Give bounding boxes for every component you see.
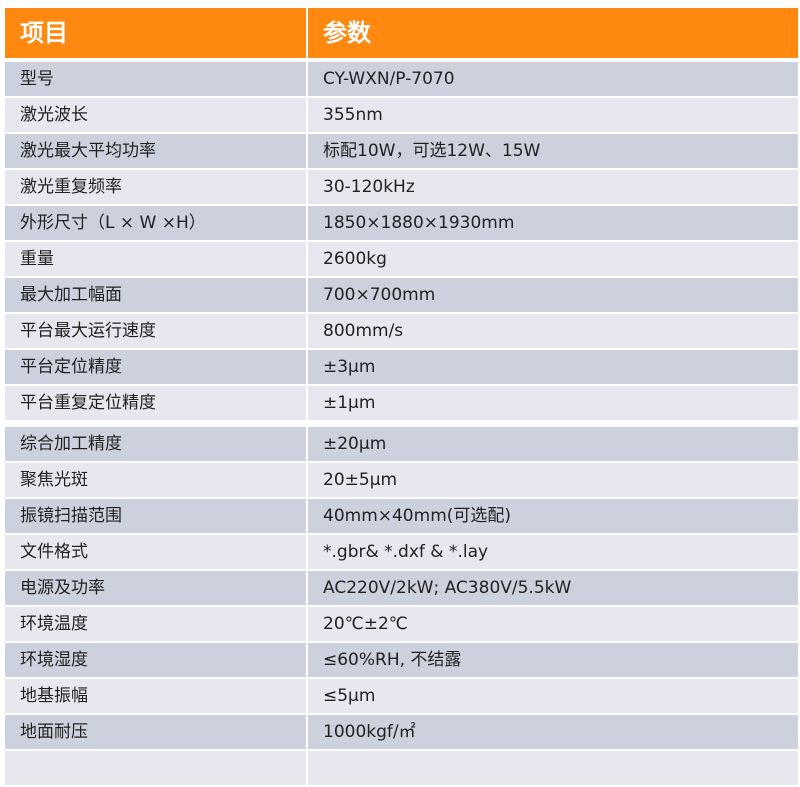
row-value: 800mm/s [308, 314, 798, 348]
row-value: 355nm [308, 98, 798, 132]
row-label: 文件格式 [5, 535, 306, 569]
row-value: 1000kgf/㎡ [308, 715, 798, 749]
row-label: 电源及功率 [5, 571, 306, 605]
table-row: 平台定位精度 ±3μm [5, 350, 798, 384]
table-row [5, 751, 798, 785]
table-row: 激光波长 355nm [5, 98, 798, 132]
row-label: 激光最大平均功率 [5, 134, 306, 168]
table-row: 综合加工精度 ±20μm [5, 427, 798, 461]
row-label: 环境湿度 [5, 643, 306, 677]
row-label [5, 751, 306, 785]
row-label: 型号 [5, 62, 306, 96]
row-value: 40mm×40mm(可选配) [308, 499, 798, 533]
row-value: 700×700mm [308, 278, 798, 312]
row-value: 2600kg [308, 242, 798, 276]
row-label: 地基振幅 [5, 679, 306, 713]
row-value: AC220V/2kW; AC380V/5.5kW [308, 571, 798, 605]
table-row: 重量 2600kg [5, 242, 798, 276]
header-item: 项目 [5, 8, 306, 58]
row-label: 外形尺寸（L × W ×H） [5, 206, 306, 240]
row-label: 重量 [5, 242, 306, 276]
row-value [308, 751, 798, 785]
row-label: 振镜扫描范围 [5, 499, 306, 533]
row-value: 1850×1880×1930mm [308, 206, 798, 240]
row-value: ±1μm [308, 386, 798, 420]
table-row: 外形尺寸（L × W ×H） 1850×1880×1930mm [5, 206, 798, 240]
table-row: 振镜扫描范围 40mm×40mm(可选配) [5, 499, 798, 533]
row-label: 平台定位精度 [5, 350, 306, 384]
row-label: 最大加工幅面 [5, 278, 306, 312]
table-header: 项目 参数 [5, 8, 798, 58]
row-label: 平台最大运行速度 [5, 314, 306, 348]
table-row: 文件格式 *.gbr& *.dxf & *.lay [5, 535, 798, 569]
row-label: 地面耐压 [5, 715, 306, 749]
row-value: 20℃±2℃ [308, 607, 798, 641]
row-label: 环境温度 [5, 607, 306, 641]
table-row: 激光重复频率 30-120kHz [5, 170, 798, 204]
table-row: 最大加工幅面 700×700mm [5, 278, 798, 312]
table-row: 地基振幅 ≤5μm [5, 679, 798, 713]
table-row: 平台重复定位精度 ±1μm [5, 386, 798, 420]
row-label: 综合加工精度 [5, 427, 306, 461]
row-value: 标配10W，可选12W、15W [308, 134, 798, 168]
header-param: 参数 [308, 8, 798, 58]
table-row: 激光最大平均功率 标配10W，可选12W、15W [5, 134, 798, 168]
row-value: ≤5μm [308, 679, 798, 713]
row-label: 激光重复频率 [5, 170, 306, 204]
row-label: 激光波长 [5, 98, 306, 132]
spec-table: 项目 参数 型号 CY-WXN/P-7070 激光波长 355nm 激光最大平均功率 标配… [5, 8, 798, 787]
row-value: 30-120kHz [308, 170, 798, 204]
row-label: 平台重复定位精度 [5, 386, 306, 420]
table-row: 电源及功率 AC220V/2kW; AC380V/5.5kW [5, 571, 798, 605]
row-label: 聚焦光斑 [5, 463, 306, 497]
table-row: 地面耐压 1000kgf/㎡ [5, 715, 798, 749]
table-row: 环境湿度 ≤60%RH, 不结露 [5, 643, 798, 677]
row-value: *.gbr& *.dxf & *.lay [308, 535, 798, 569]
table-row: 平台最大运行速度 800mm/s [5, 314, 798, 348]
row-value: CY-WXN/P-7070 [308, 62, 798, 96]
table-row: 聚焦光斑 20±5μm [5, 463, 798, 497]
row-value: 20±5μm [308, 463, 798, 497]
row-value: ±20μm [308, 427, 798, 461]
table-row: 环境温度 20℃±2℃ [5, 607, 798, 641]
row-value: ≤60%RH, 不结露 [308, 643, 798, 677]
table-row: 型号 CY-WXN/P-7070 [5, 62, 798, 96]
row-value: ±3μm [308, 350, 798, 384]
